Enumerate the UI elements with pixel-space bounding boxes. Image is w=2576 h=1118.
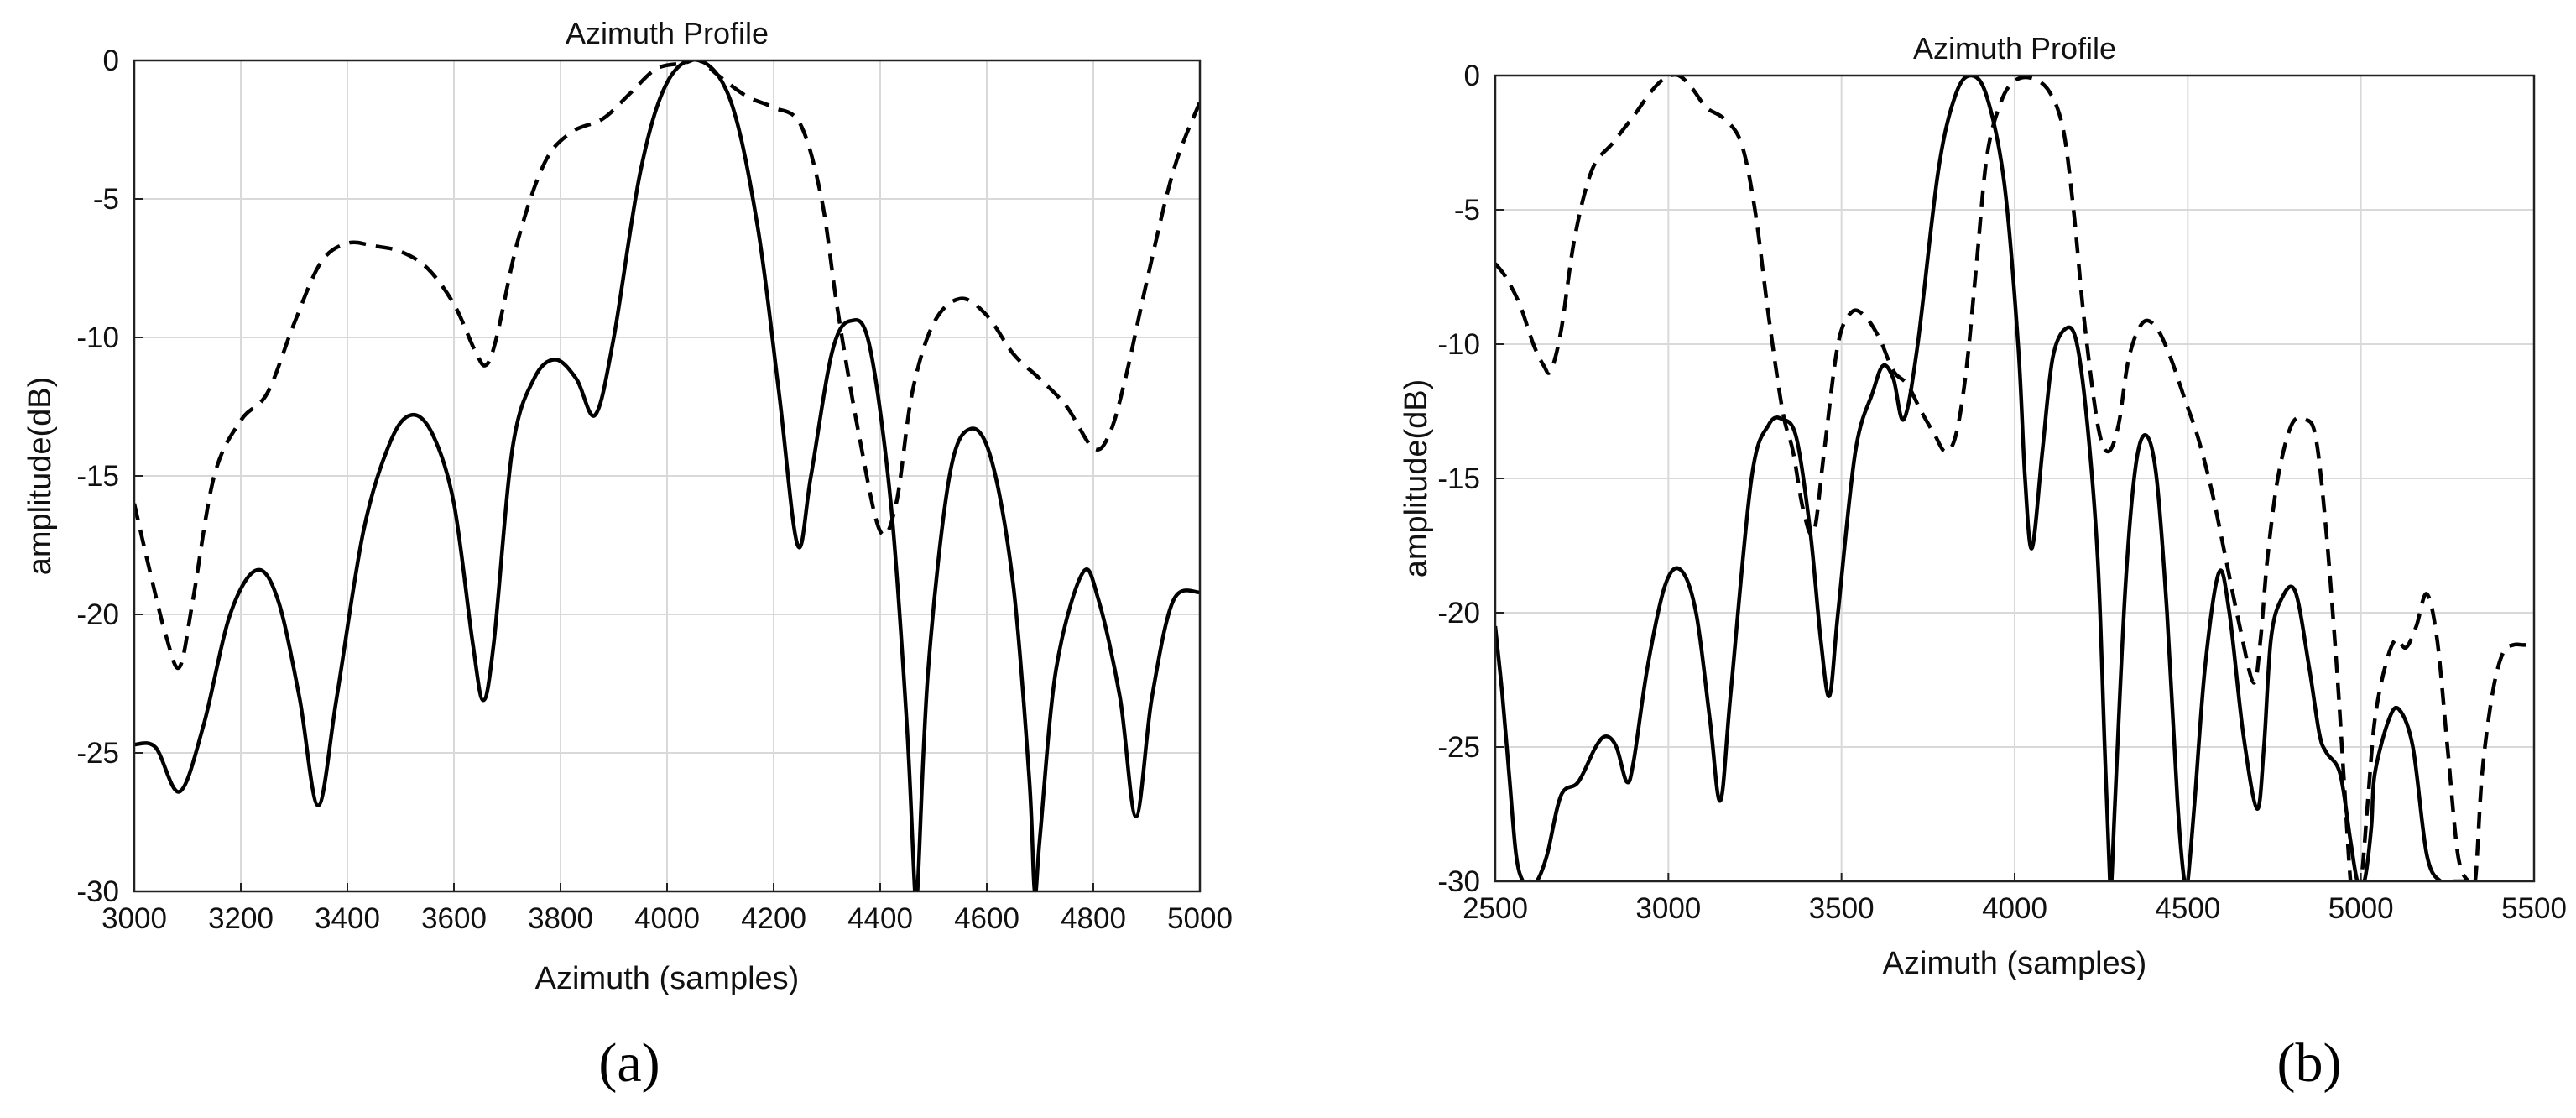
chart-b-xtick-label: 3000 [1635, 892, 1701, 925]
chart-a-xtick-label: 4800 [1061, 902, 1126, 935]
chart-b-xlabel: Azimuth (samples) [1883, 946, 2147, 981]
chart-a-ytick-label: -15 [76, 460, 119, 493]
chart-a-xtick-label: 3200 [208, 902, 274, 935]
chart-b-series-dashed [1495, 76, 2534, 881]
chart-b: 2500 3000 3500 4000 4500 5000 5500 0 -5 -10 -15 -20… [1399, 31, 2567, 1094]
chart-a-series-dashed [134, 60, 1200, 671]
chart-b-title: Azimuth Profile [1913, 31, 2116, 65]
chart-b-ytick-label: 0 [1464, 60, 1480, 92]
chart-a-xtick-label: 4400 [847, 902, 913, 935]
chart-a-ytick-label: 0 [103, 44, 119, 77]
chart-b-ytick-label: -25 [1437, 731, 1480, 764]
chart-a-ytick-label: -5 [93, 183, 119, 216]
chart-b-ytick-label: -15 [1437, 462, 1480, 495]
chart-b-ytick-label: -10 [1437, 328, 1480, 361]
chart-a-xtick-label: 5000 [1167, 902, 1233, 935]
chart-a-xtick-label: 3800 [528, 902, 593, 935]
chart-a-ytick-label: -10 [76, 321, 119, 354]
chart-a-xlabel: Azimuth (samples) [535, 961, 800, 996]
chart-b-ytick-label: -30 [1437, 865, 1480, 898]
chart-a-xtick-label: 4200 [741, 902, 806, 935]
chart-a-xtick-label: 4600 [954, 902, 1019, 935]
chart-b-xtick-label: 5000 [2328, 892, 2394, 925]
chart-a-ytick-label: -25 [76, 737, 119, 770]
chart-b-xtick-label: 2500 [1463, 892, 1528, 925]
chart-b-series-solid [1495, 76, 2469, 881]
chart-a-ylabel: amplitude(dB) [23, 377, 58, 576]
chart-b-xtick-label: 3500 [1809, 892, 1875, 925]
chart-b-ticks: 2500 3000 3500 4000 4500 5000 5500 0 -5 -10 -15 -20… [1437, 60, 2567, 925]
chart-b-ytick-label: -5 [1454, 194, 1480, 227]
chart-a-xtick-label: 4000 [634, 902, 700, 935]
chart-b-series [1495, 76, 2534, 881]
chart-b-ytick-label: -20 [1437, 597, 1480, 630]
chart-a: 3000 3200 3400 3600 3800 4000 4200 4400 4600 4800… [23, 16, 1233, 1094]
chart-b-xtick-label: 4500 [2155, 892, 2220, 925]
chart-a-ytick-label: -20 [76, 598, 119, 631]
chart-b-ylabel: amplitude(dB) [1399, 379, 1434, 578]
chart-b-xtick-label: 5500 [2501, 892, 2567, 925]
chart-a-ticks: 3000 3200 3400 3600 3800 4000 4200 4400 4600 4800… [76, 44, 1233, 935]
chart-a-xtick-label: 3600 [421, 902, 487, 935]
chart-b-panel-label: (b) [2277, 1032, 2342, 1094]
chart-a-ytick-label: -30 [76, 875, 119, 908]
chart-a-title: Azimuth Profile [566, 16, 769, 50]
chart-b-xtick-label: 4000 [1982, 892, 2047, 925]
chart-a-xtick-label: 3400 [315, 902, 380, 935]
chart-a-grid [133, 60, 1201, 892]
chart-a-panel-label: (a) [598, 1032, 660, 1094]
chart-a-xtick-label: 3000 [102, 902, 167, 935]
